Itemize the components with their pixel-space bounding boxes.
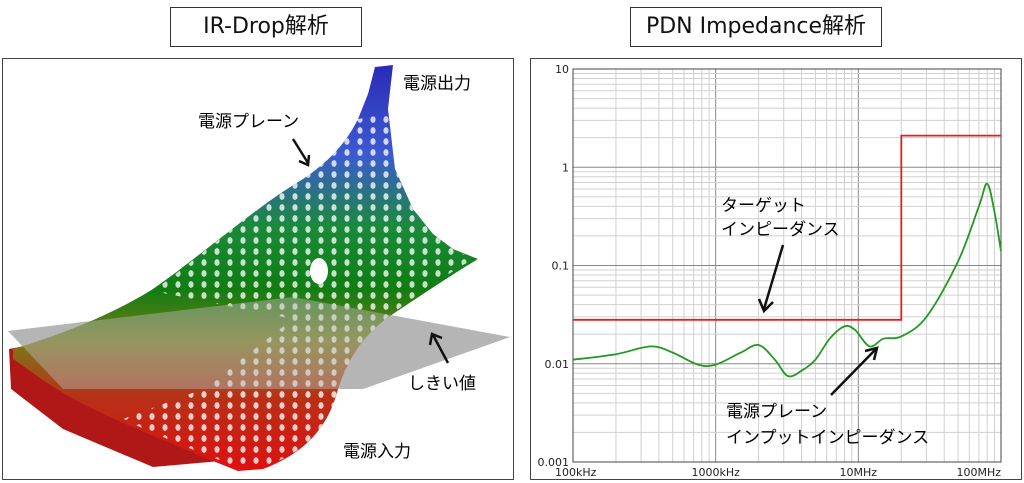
plane-impedance-arrow	[830, 346, 879, 396]
y-tick-label: 1	[562, 161, 569, 174]
x-tick-label: 10MHz	[840, 466, 878, 479]
ir-drop-title: IR-Drop解析	[170, 7, 362, 47]
ir-drop-panel: 電源出力 電源プレーン しきい値 電源入力	[2, 58, 514, 480]
chart-grid	[572, 69, 1001, 463]
ir-drop-3d-plot: 電源出力 電源プレーン しきい値 電源入力	[8, 65, 510, 471]
power-plane-label: 電源プレーン	[198, 112, 299, 132]
x-tick-labels: 100kHz 1000kHz 10MHz 100MHz	[555, 466, 1001, 479]
y-tick-label: 0.1	[552, 260, 570, 273]
power-output-label: 電源出力	[403, 74, 471, 94]
target-impedance-line	[573, 134, 1001, 321]
target-arrow	[757, 244, 785, 314]
x-tick-label: 100kHz	[555, 466, 597, 479]
x-tick-label: 1000kHz	[691, 466, 740, 479]
pdn-impedance-chart: 0.001 0.01 0.1 1 10 100kHz 1000kHz 10MHz 100MHz…	[538, 63, 1002, 479]
threshold-label: しきい値	[408, 374, 476, 394]
plane-impedance-label-2: インプットインピーダンス	[726, 428, 929, 448]
plane-impedance-line	[572, 182, 1002, 378]
pdn-impedance-title: PDN Impedance解析	[630, 7, 882, 47]
threshold-arrow	[428, 332, 450, 364]
y-tick-label: 0.001	[538, 456, 570, 469]
target-impedance-label-1: ターゲット	[721, 196, 806, 216]
plane-impedance-label-1: 電源プレーン	[726, 402, 827, 422]
power-input-label: 電源入力	[343, 442, 411, 462]
plane-arrow	[291, 138, 311, 167]
x-tick-label: 100MHz	[956, 466, 1001, 479]
chart-series	[572, 134, 1002, 378]
y-tick-label: 0.01	[545, 358, 570, 371]
pdn-impedance-panel: 0.001 0.01 0.1 1 10 100kHz 1000kHz 10MHz 100MHz…	[530, 58, 1022, 480]
y-tick-label: 10	[555, 63, 569, 76]
target-impedance-label-2: インピーダンス	[721, 220, 840, 240]
y-tick-labels: 0.001 0.01 0.1 1 10	[538, 63, 570, 469]
